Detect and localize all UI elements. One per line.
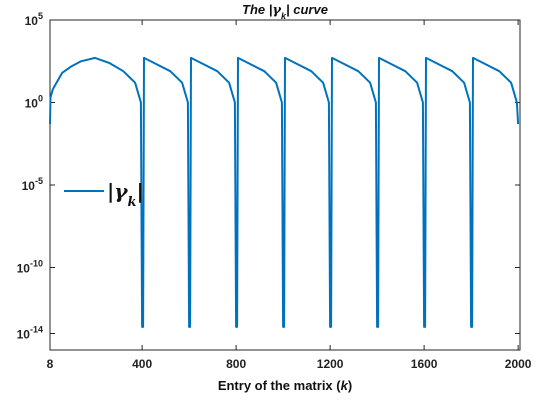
y-tick-exponent: -10 [30, 259, 43, 269]
chart-title-prefix: The | [242, 2, 272, 17]
y-tick-base: 10 [22, 179, 36, 193]
series-gamma-line [49, 56, 520, 328]
legend-label-symbol: γ [114, 179, 128, 203]
x-axis-label-symbol: k [341, 378, 349, 393]
chart-title-subscript: k [281, 11, 287, 21]
y-tick-label: 100 [25, 94, 43, 111]
x-tick-label: 1200 [317, 357, 344, 371]
y-tick-exponent: 5 [38, 11, 43, 21]
legend-label-subscript: k [127, 195, 136, 210]
y-tick-label: 10-5 [22, 176, 43, 193]
x-tick-label: 1600 [411, 357, 438, 371]
x-axis-label-prefix: Entry of the matrix ( [218, 378, 341, 393]
x-tick-label: 8 [47, 357, 54, 371]
legend-label: |γk| [107, 179, 144, 210]
x-axis-ticks: 8 400 800 1200 1600 2000 [47, 20, 532, 371]
x-tick-label: 800 [226, 357, 246, 371]
legend: |γk| [64, 179, 144, 210]
chart-title-symbol: γ [272, 3, 282, 18]
y-tick-exponent: -14 [30, 325, 43, 335]
chart-title-suffix: | curve [286, 2, 328, 17]
y-tick-label: 10-10 [17, 259, 43, 276]
y-tick-base: 10 [17, 328, 31, 342]
x-tick-label: 400 [132, 357, 152, 371]
x-axis-label: Entry of the matrix (k) [218, 378, 352, 393]
y-tick-base: 10 [25, 14, 39, 28]
y-tick-label: 10-14 [17, 325, 43, 342]
legend-label-prefix: | [107, 179, 114, 203]
y-tick-base: 10 [17, 262, 31, 276]
y-tick-base: 10 [25, 97, 39, 111]
x-axis-label-suffix: ) [348, 378, 352, 393]
chart-title: The |γk| curve [242, 2, 328, 21]
y-tick-exponent: 0 [38, 94, 43, 104]
y-tick-label: 105 [25, 11, 43, 28]
y-tick-exponent: -5 [35, 176, 43, 186]
legend-label-suffix: | [137, 179, 144, 203]
x-tick-label: 2000 [505, 357, 532, 371]
